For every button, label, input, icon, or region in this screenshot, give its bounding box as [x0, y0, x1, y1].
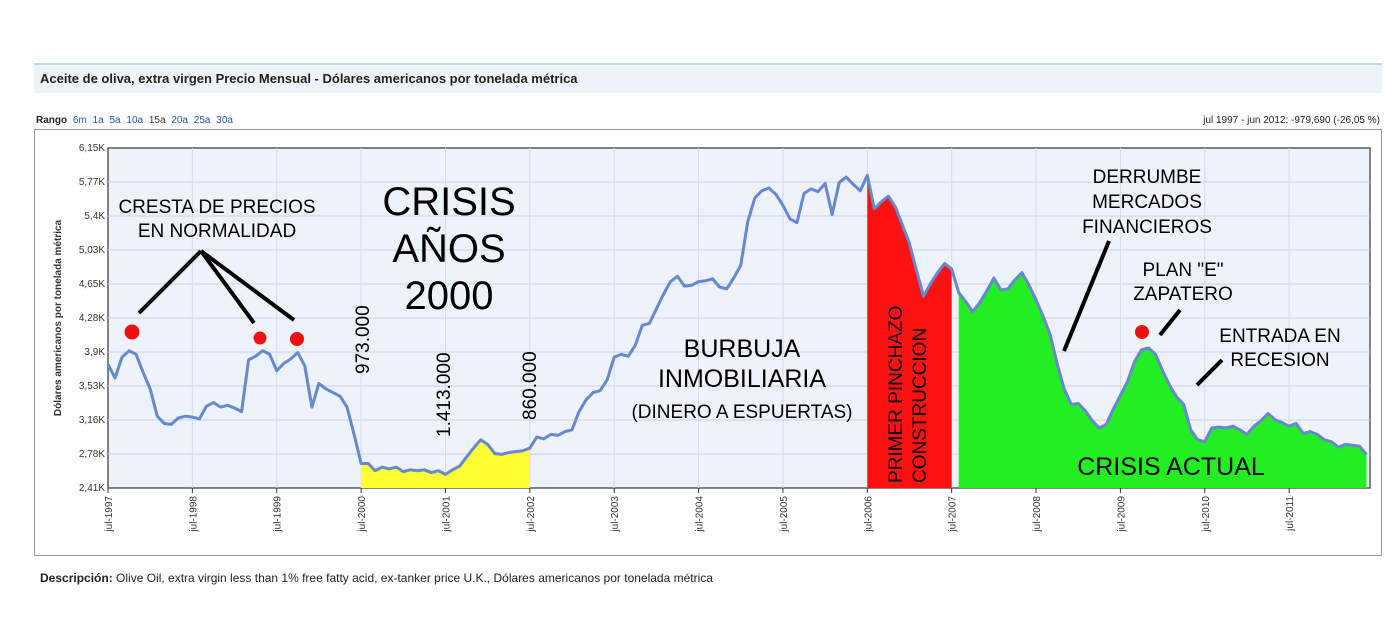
- chart-title-bar: Aceite de oliva, extra virgen Precio Men…: [34, 63, 1382, 93]
- x-tick-label: jul-2008: [1032, 496, 1043, 533]
- derrumbe-pointer: [1062, 240, 1111, 352]
- range-option-25a[interactable]: 25a: [193, 115, 211, 126]
- y-tick-label: 3,53K: [79, 381, 105, 392]
- range-label: Rango: [36, 115, 68, 126]
- derrumbe-label: DERRUMBE MERCADOS FINANCIEROS: [1082, 167, 1212, 238]
- value-973: 973.000: [353, 305, 374, 374]
- cresta-label: CRESTA DE PRECIOS EN NORMALIDAD: [118, 197, 315, 242]
- cresta-label-line: CRESTA DE PRECIOS: [118, 197, 315, 218]
- y-tick-label: 5,4K: [84, 211, 105, 222]
- price-chart: 2,41K 2,78K 3,16K 3,53K 3,9K 4,28K 4,65K 5,03K 5…: [53, 143, 1371, 533]
- y-tick-label: 2,41K: [79, 483, 105, 494]
- x-tick-label: jul-2000: [357, 496, 368, 533]
- recesion-pointer: [1195, 358, 1224, 387]
- crisis-actual-fill: [958, 272, 1367, 488]
- value-860: 860.000: [520, 351, 541, 420]
- y-tick-label: 6,15K: [79, 143, 105, 154]
- primer-pinchazo-fill: [867, 175, 952, 488]
- dinero-label-line: (DINERO A ESPUERTAS): [631, 402, 852, 423]
- x-tick-label: jul-1999: [273, 496, 284, 533]
- range-option-15a[interactable]: 15a: [148, 115, 166, 126]
- crisis-2000-label-line: CRISIS: [382, 180, 515, 224]
- description: Descripción: Olive Oil, extra virgin les…: [40, 571, 713, 585]
- peak-dot: [290, 332, 304, 346]
- burbuja-label-line: INMOBILIARIA: [658, 365, 826, 393]
- x-tick-label: jul-2007: [948, 496, 959, 533]
- range-option-20a[interactable]: 20a: [171, 115, 189, 126]
- plan-e-label-line: ZAPATERO: [1133, 284, 1233, 305]
- primer-pinchazo-label-line: PRIMER PINCHAZO: [886, 306, 907, 483]
- cresta-pointer-3: [199, 249, 296, 322]
- cresta-pointer-1: [137, 249, 203, 315]
- price-line: [106, 173, 1368, 476]
- burbuja-label-line: BURBUJA: [684, 335, 801, 363]
- entrada-recesion-label-line: RECESION: [1230, 350, 1329, 371]
- chart-frame: 2,41K 2,78K 3,16K 3,53K 3,9K 4,28K 4,65K 5,03K 5…: [34, 129, 1382, 556]
- value-1413: 1.413.000: [434, 352, 455, 437]
- range-option-10a[interactable]: 10a: [126, 115, 144, 126]
- peak-dot: [124, 324, 140, 340]
- x-tick-label: jul-2006: [863, 496, 874, 533]
- crisis-actual-label: CRISIS ACTUAL: [1077, 453, 1265, 481]
- x-tick-label: jul-1998: [188, 496, 199, 533]
- x-tick-label: jul-2010: [1201, 496, 1212, 533]
- y-tick-label: 4,28K: [79, 313, 105, 324]
- primer-pinchazo-label-line: CONSTRUCCION: [910, 328, 931, 483]
- range-selector: Rango 6m 1a 5a 10a 15a 20a 25a 30a: [36, 115, 233, 126]
- description-label: Descripción:: [40, 571, 113, 585]
- entrada-recesion-label: ENTRADA EN RECESION: [1219, 326, 1340, 371]
- y-axis-label: Dólares americanos por tonelada métrica: [53, 219, 64, 416]
- y-tick-label: 4,65K: [79, 279, 105, 290]
- chart-title: Aceite de oliva, extra virgen Precio Men…: [40, 71, 578, 86]
- crisis-2000-fill: [361, 439, 530, 488]
- y-tick-label: 5,03K: [79, 245, 105, 256]
- x-tick-label: jul-2005: [779, 496, 790, 533]
- cresta-pointer-2: [199, 249, 256, 325]
- x-tick-label: jul-2011: [1285, 496, 1296, 532]
- y-tick-label: 2,78K: [79, 449, 105, 460]
- peak-dot: [253, 331, 267, 345]
- dinero-label: (DINERO A ESPUERTAS): [631, 402, 852, 423]
- y-tick-label: 5,77K: [79, 177, 105, 188]
- range-summary: jul 1997 - jun 2012: -979,690 (-26,05 %): [1203, 115, 1380, 126]
- derrumbe-label-line: DERRUMBE: [1093, 167, 1202, 188]
- y-tick-label: 3,9K: [84, 347, 105, 358]
- range-option-30a[interactable]: 30a: [216, 115, 233, 126]
- description-text: Olive Oil, extra virgin less than 1% fre…: [116, 571, 713, 585]
- range-option-1a[interactable]: 1a: [92, 115, 104, 126]
- plan-e-label-line: PLAN "E": [1142, 260, 1223, 281]
- primer-pinchazo-label: PRIMER PINCHAZO CONSTRUCCION: [886, 306, 931, 483]
- crisis-actual-label-line: CRISIS ACTUAL: [1077, 453, 1265, 481]
- crisis-2000-label-line: 2000: [405, 274, 494, 318]
- crisis-2000-label-line: AÑOS: [392, 226, 505, 271]
- x-tick-label: jul-2004: [695, 496, 706, 533]
- x-tick-label: jul-1997: [104, 496, 115, 533]
- cresta-label-line: EN NORMALIDAD: [138, 221, 296, 242]
- y-tick-label: 3,16K: [79, 415, 105, 426]
- range-option-5a[interactable]: 5a: [109, 115, 121, 126]
- x-tick-label: jul-2001: [441, 496, 452, 533]
- x-tick-label: jul-2009: [1116, 496, 1127, 533]
- x-tick-label: jul-2003: [610, 496, 621, 533]
- entrada-recesion-label-line: ENTRADA EN: [1219, 326, 1340, 347]
- x-tick-label: jul-2002: [526, 496, 537, 533]
- plan-e-dot: [1135, 325, 1149, 339]
- plan-e-pointer: [1158, 308, 1182, 337]
- derrumbe-label-line: FINANCIEROS: [1082, 217, 1212, 238]
- derrumbe-label-line: MERCADOS: [1092, 192, 1202, 213]
- range-option-6m[interactable]: 6m: [72, 115, 87, 126]
- plan-e-label: PLAN "E" ZAPATERO: [1133, 260, 1233, 305]
